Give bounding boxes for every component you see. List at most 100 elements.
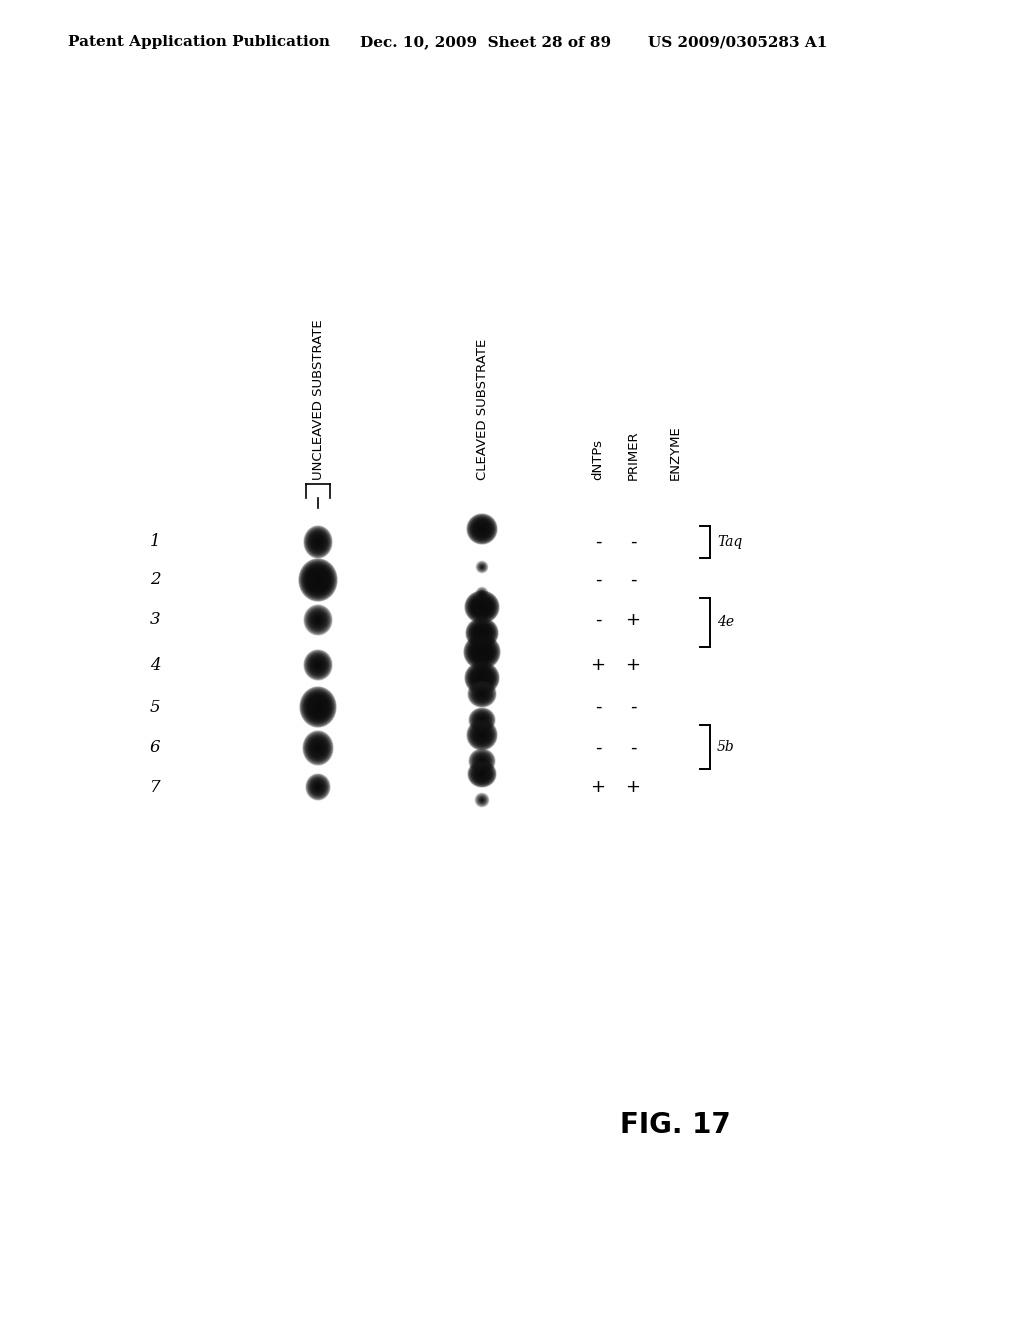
Ellipse shape — [479, 590, 484, 595]
Ellipse shape — [476, 768, 488, 780]
Ellipse shape — [310, 656, 326, 673]
Ellipse shape — [479, 676, 484, 681]
Text: PRIMER: PRIMER — [627, 430, 640, 480]
Text: dNTPs: dNTPs — [592, 440, 604, 480]
Text: 3: 3 — [150, 611, 161, 628]
Ellipse shape — [480, 566, 483, 569]
Ellipse shape — [316, 618, 319, 622]
Ellipse shape — [476, 673, 487, 684]
Ellipse shape — [480, 799, 484, 803]
Ellipse shape — [304, 605, 332, 635]
Ellipse shape — [480, 591, 484, 595]
Ellipse shape — [472, 764, 493, 783]
Ellipse shape — [472, 643, 492, 661]
Ellipse shape — [472, 598, 492, 616]
Ellipse shape — [478, 590, 485, 597]
Ellipse shape — [478, 525, 486, 533]
Text: 1: 1 — [150, 533, 161, 550]
Ellipse shape — [470, 709, 494, 731]
Ellipse shape — [481, 774, 482, 775]
Ellipse shape — [315, 663, 321, 668]
Ellipse shape — [470, 517, 494, 541]
Ellipse shape — [470, 595, 495, 619]
Ellipse shape — [480, 591, 483, 595]
Ellipse shape — [311, 535, 325, 550]
Ellipse shape — [310, 779, 326, 795]
Ellipse shape — [299, 558, 337, 601]
Ellipse shape — [309, 738, 327, 759]
Ellipse shape — [478, 796, 485, 804]
Ellipse shape — [312, 781, 324, 793]
Ellipse shape — [317, 541, 318, 543]
Ellipse shape — [307, 775, 329, 799]
Ellipse shape — [479, 692, 485, 697]
Ellipse shape — [302, 562, 334, 598]
Ellipse shape — [479, 590, 484, 595]
Ellipse shape — [467, 513, 497, 544]
Ellipse shape — [314, 783, 322, 791]
Ellipse shape — [310, 698, 326, 715]
Ellipse shape — [469, 722, 496, 748]
Ellipse shape — [481, 651, 483, 653]
Ellipse shape — [468, 762, 496, 787]
Ellipse shape — [304, 692, 332, 722]
Text: 7: 7 — [150, 779, 161, 796]
Text: Patent Application Publication: Patent Application Publication — [68, 36, 330, 49]
Ellipse shape — [468, 665, 497, 692]
Ellipse shape — [481, 719, 482, 721]
Ellipse shape — [465, 636, 499, 668]
Text: 6: 6 — [150, 739, 161, 756]
Ellipse shape — [479, 692, 484, 696]
Ellipse shape — [471, 725, 493, 746]
Ellipse shape — [479, 565, 484, 569]
Ellipse shape — [310, 533, 326, 550]
Text: +: + — [591, 777, 605, 796]
Ellipse shape — [480, 565, 483, 569]
Ellipse shape — [303, 690, 333, 723]
Ellipse shape — [475, 713, 489, 727]
Ellipse shape — [478, 758, 485, 764]
Ellipse shape — [477, 795, 487, 805]
Ellipse shape — [474, 671, 489, 685]
Ellipse shape — [309, 611, 327, 630]
Ellipse shape — [306, 652, 330, 677]
Ellipse shape — [308, 777, 328, 797]
Ellipse shape — [470, 667, 495, 689]
Ellipse shape — [467, 593, 497, 622]
Ellipse shape — [473, 766, 490, 781]
Ellipse shape — [311, 612, 325, 627]
Ellipse shape — [313, 615, 323, 624]
Ellipse shape — [317, 619, 318, 620]
Ellipse shape — [474, 686, 489, 701]
Text: -: - — [630, 533, 636, 550]
Ellipse shape — [474, 713, 489, 727]
Ellipse shape — [471, 623, 493, 643]
Ellipse shape — [478, 796, 486, 804]
Ellipse shape — [305, 606, 331, 634]
Ellipse shape — [311, 535, 325, 549]
Ellipse shape — [300, 686, 336, 727]
Ellipse shape — [310, 739, 326, 756]
Ellipse shape — [309, 656, 327, 675]
Ellipse shape — [309, 777, 327, 796]
Ellipse shape — [479, 797, 484, 803]
Ellipse shape — [315, 540, 321, 545]
Ellipse shape — [481, 606, 483, 609]
Ellipse shape — [480, 606, 484, 609]
Ellipse shape — [476, 795, 487, 805]
Ellipse shape — [477, 689, 486, 698]
Ellipse shape — [473, 644, 490, 660]
Ellipse shape — [469, 681, 496, 706]
Ellipse shape — [480, 565, 484, 569]
Ellipse shape — [479, 649, 485, 655]
Ellipse shape — [471, 668, 494, 689]
Ellipse shape — [481, 632, 483, 634]
Ellipse shape — [480, 734, 483, 737]
Ellipse shape — [466, 663, 498, 693]
Ellipse shape — [317, 579, 319, 581]
Ellipse shape — [477, 628, 486, 638]
Ellipse shape — [480, 651, 484, 653]
Text: -: - — [630, 572, 636, 589]
Ellipse shape — [479, 527, 484, 532]
Ellipse shape — [305, 734, 331, 762]
